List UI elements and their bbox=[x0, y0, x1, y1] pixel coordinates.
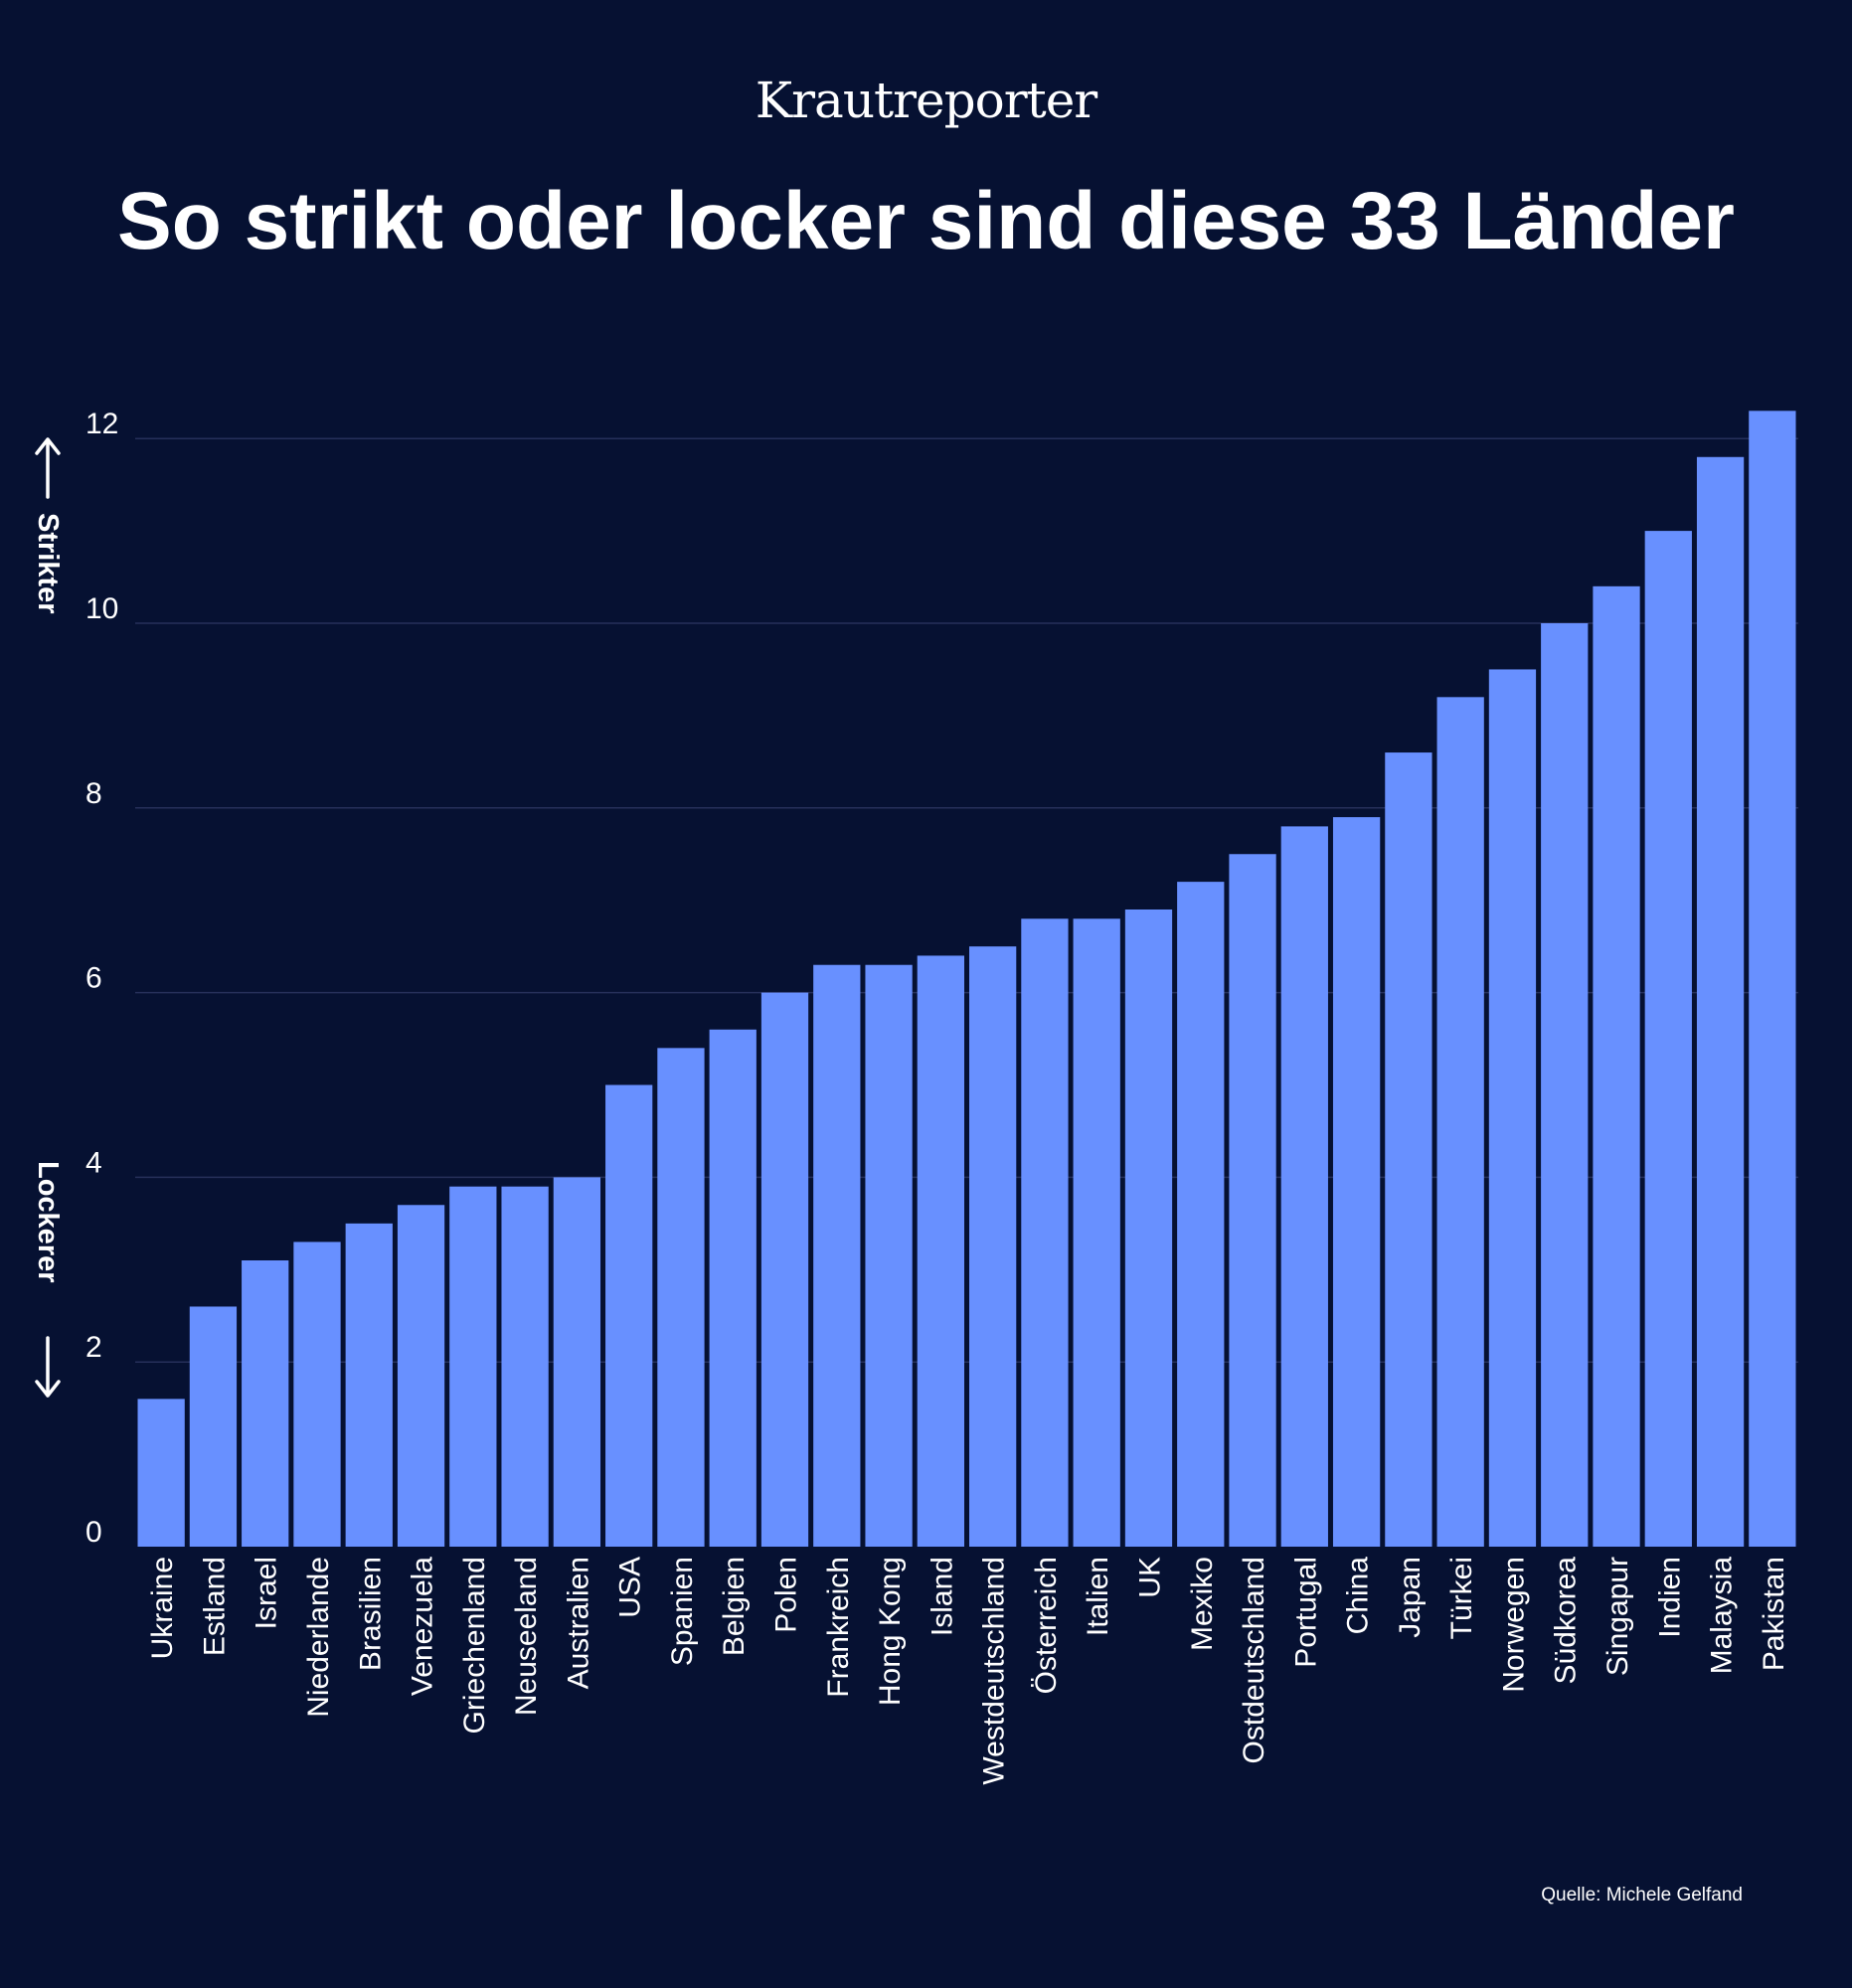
bar-spanien bbox=[657, 1048, 705, 1547]
bar-frankreich bbox=[813, 964, 861, 1547]
bar-südkorea bbox=[1541, 623, 1589, 1547]
bar-italien bbox=[1073, 918, 1120, 1547]
x-tick-label: Estland bbox=[198, 1557, 231, 1656]
x-tick-label: Pakistan bbox=[1758, 1557, 1790, 1671]
x-tick-label: Island bbox=[926, 1557, 958, 1636]
arrow-down-icon bbox=[35, 1336, 61, 1398]
y-tick-label: 8 bbox=[85, 777, 102, 810]
bar-griechenland bbox=[449, 1186, 497, 1547]
x-tick-labels: Ukraine Estland Israel Niederlande Brasilien… bbox=[146, 1557, 1790, 1785]
brand-logo: Krautreporter bbox=[755, 72, 1097, 129]
y-tick-label: 2 bbox=[85, 1331, 102, 1364]
y-tick-label: 10 bbox=[85, 592, 118, 625]
bar-china bbox=[1332, 817, 1381, 1547]
y-axis-label-bottom: Lockerer bbox=[32, 1161, 64, 1283]
x-tick-label: Neuseeland bbox=[510, 1557, 543, 1716]
y-tick-label: 0 bbox=[85, 1516, 102, 1549]
x-tick-label: Israel bbox=[251, 1557, 283, 1629]
bar-uk bbox=[1124, 909, 1173, 1547]
y-tick-label: 4 bbox=[85, 1146, 102, 1179]
bar-brasilien bbox=[345, 1223, 393, 1547]
bar-australien bbox=[553, 1177, 601, 1547]
bar-mexiko bbox=[1177, 882, 1225, 1547]
bar-niederlande bbox=[293, 1242, 341, 1547]
bar-westdeutschland bbox=[969, 946, 1017, 1547]
x-tick-label: Südkorea bbox=[1550, 1557, 1583, 1685]
x-tick-label: Griechenland bbox=[458, 1557, 491, 1734]
bar-österreich bbox=[1021, 918, 1069, 1547]
x-tick-label: China bbox=[1342, 1557, 1375, 1635]
bar-island bbox=[917, 955, 964, 1547]
y-tick-label: 12 bbox=[85, 408, 118, 440]
bar-polen bbox=[760, 992, 809, 1547]
x-tick-label: Westdeutschland bbox=[978, 1557, 1011, 1785]
x-tick-label: UK bbox=[1133, 1557, 1166, 1598]
bar-japan bbox=[1385, 752, 1432, 1547]
x-tick-label: Australien bbox=[562, 1557, 594, 1689]
bar-israel bbox=[242, 1260, 289, 1547]
x-tick-label: Japan bbox=[1394, 1557, 1427, 1638]
x-tick-label: Portugal bbox=[1289, 1557, 1322, 1668]
x-tick-label: Malaysia bbox=[1706, 1557, 1739, 1675]
bar-belgien bbox=[709, 1029, 757, 1547]
bar-türkei bbox=[1436, 697, 1484, 1547]
bar-estland bbox=[189, 1306, 238, 1547]
arrow-up-icon bbox=[35, 437, 61, 499]
bars bbox=[137, 411, 1796, 1548]
x-tick-label: Spanien bbox=[666, 1557, 699, 1666]
y-axis-label-lockerer: Lockerer bbox=[32, 1161, 64, 1398]
x-tick-label: Indien bbox=[1653, 1557, 1686, 1638]
bar-norwegen bbox=[1488, 669, 1537, 1547]
x-tick-label: Niederlande bbox=[302, 1557, 335, 1718]
bar-hong-kong bbox=[865, 964, 913, 1547]
x-tick-label: Belgien bbox=[718, 1557, 751, 1656]
y-tick-labels: 0 2 4 6 8 10 12 bbox=[85, 408, 118, 1549]
bar-singapur bbox=[1593, 585, 1640, 1547]
bar-ostdeutschland bbox=[1229, 854, 1276, 1547]
x-tick-label: Mexiko bbox=[1186, 1557, 1219, 1651]
x-tick-label: Türkei bbox=[1445, 1557, 1478, 1639]
chart-title: So strikt oder locker sind diese 33 Länd… bbox=[117, 176, 1735, 266]
x-tick-label: Norwegen bbox=[1497, 1557, 1530, 1693]
bar-usa bbox=[605, 1084, 653, 1547]
bar-ukraine bbox=[137, 1399, 185, 1547]
x-tick-label: Brasilien bbox=[354, 1557, 387, 1671]
y-tick-label: 6 bbox=[85, 962, 102, 995]
x-tick-label: Singapur bbox=[1601, 1557, 1634, 1676]
bar-neuseeland bbox=[501, 1186, 549, 1547]
x-tick-label: Ukraine bbox=[146, 1557, 179, 1659]
x-tick-label: Venezuela bbox=[407, 1557, 439, 1696]
bar-portugal bbox=[1280, 826, 1328, 1547]
x-tick-label: Italien bbox=[1082, 1557, 1114, 1636]
bar-indien bbox=[1644, 531, 1692, 1547]
y-axis-label-strikter: Strikter bbox=[32, 437, 64, 614]
x-tick-label: Polen bbox=[770, 1557, 803, 1633]
x-tick-label: Frankreich bbox=[822, 1557, 855, 1698]
x-tick-label: USA bbox=[614, 1557, 647, 1618]
x-tick-label: Österreich bbox=[1030, 1557, 1063, 1694]
y-axis-label-top: Strikter bbox=[32, 513, 64, 614]
x-tick-label: Ostdeutschland bbox=[1238, 1557, 1270, 1763]
bar-pakistan bbox=[1749, 411, 1796, 1548]
source-note: Quelle: Michele Gelfand bbox=[1541, 1885, 1743, 1905]
bar-venezuela bbox=[397, 1205, 445, 1547]
x-tick-label: Hong Kong bbox=[874, 1557, 907, 1706]
bar-malaysia bbox=[1696, 456, 1745, 1547]
